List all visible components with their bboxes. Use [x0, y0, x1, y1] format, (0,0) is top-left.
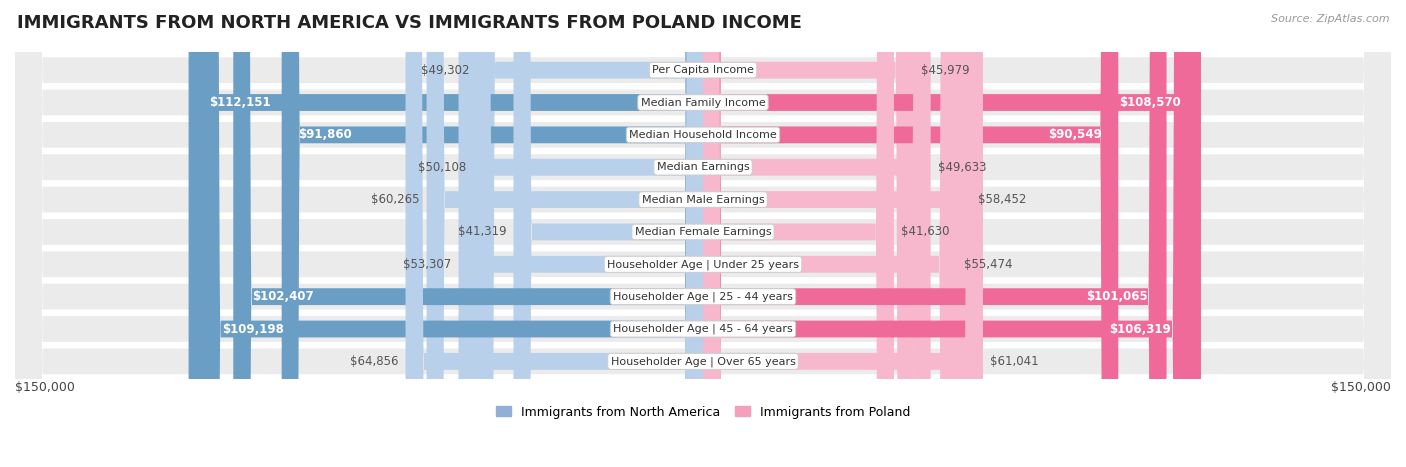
Text: $109,198: $109,198 — [222, 323, 284, 335]
Text: Householder Age | Under 25 years: Householder Age | Under 25 years — [607, 259, 799, 269]
FancyBboxPatch shape — [477, 0, 703, 467]
FancyBboxPatch shape — [15, 0, 1391, 467]
Text: $58,452: $58,452 — [979, 193, 1026, 206]
FancyBboxPatch shape — [233, 0, 703, 467]
Text: Median Female Earnings: Median Female Earnings — [634, 227, 772, 237]
Text: $61,041: $61,041 — [990, 355, 1039, 368]
FancyBboxPatch shape — [15, 0, 1391, 467]
Text: Median Earnings: Median Earnings — [657, 162, 749, 172]
Text: Householder Age | 25 - 44 years: Householder Age | 25 - 44 years — [613, 291, 793, 302]
Text: $90,549: $90,549 — [1047, 128, 1102, 142]
FancyBboxPatch shape — [202, 0, 703, 467]
FancyBboxPatch shape — [426, 0, 703, 467]
Text: $102,407: $102,407 — [252, 290, 314, 303]
FancyBboxPatch shape — [15, 0, 1391, 467]
FancyBboxPatch shape — [703, 0, 894, 467]
FancyBboxPatch shape — [15, 0, 1391, 467]
Legend: Immigrants from North America, Immigrants from Poland: Immigrants from North America, Immigrant… — [491, 401, 915, 424]
FancyBboxPatch shape — [703, 0, 983, 467]
Text: $106,319: $106,319 — [1109, 323, 1171, 335]
FancyBboxPatch shape — [703, 0, 1201, 467]
Text: $41,319: $41,319 — [458, 226, 506, 239]
Text: $53,307: $53,307 — [404, 258, 451, 271]
Text: $45,979: $45,979 — [921, 64, 969, 77]
Text: Median Family Income: Median Family Income — [641, 98, 765, 107]
FancyBboxPatch shape — [281, 0, 703, 467]
Text: $108,570: $108,570 — [1119, 96, 1181, 109]
Text: $64,856: $64,856 — [350, 355, 399, 368]
FancyBboxPatch shape — [15, 0, 1391, 467]
FancyBboxPatch shape — [703, 0, 914, 467]
Text: $112,151: $112,151 — [209, 96, 271, 109]
FancyBboxPatch shape — [405, 0, 703, 467]
Text: $41,630: $41,630 — [901, 226, 949, 239]
Text: $101,065: $101,065 — [1087, 290, 1149, 303]
Text: Per Capita Income: Per Capita Income — [652, 65, 754, 75]
Text: Median Household Income: Median Household Income — [628, 130, 778, 140]
FancyBboxPatch shape — [188, 0, 703, 467]
FancyBboxPatch shape — [474, 0, 703, 467]
Text: IMMIGRANTS FROM NORTH AMERICA VS IMMIGRANTS FROM POLAND INCOME: IMMIGRANTS FROM NORTH AMERICA VS IMMIGRA… — [17, 14, 801, 32]
FancyBboxPatch shape — [703, 0, 1167, 467]
Text: Householder Age | Over 65 years: Householder Age | Over 65 years — [610, 356, 796, 367]
Text: $49,633: $49,633 — [938, 161, 986, 174]
FancyBboxPatch shape — [15, 0, 1391, 467]
FancyBboxPatch shape — [15, 0, 1391, 467]
FancyBboxPatch shape — [703, 0, 1118, 467]
Text: $60,265: $60,265 — [371, 193, 420, 206]
FancyBboxPatch shape — [513, 0, 703, 467]
Text: Householder Age | 45 - 64 years: Householder Age | 45 - 64 years — [613, 324, 793, 334]
Text: $55,474: $55,474 — [965, 258, 1012, 271]
FancyBboxPatch shape — [703, 0, 931, 467]
FancyBboxPatch shape — [458, 0, 703, 467]
FancyBboxPatch shape — [15, 0, 1391, 467]
Text: $50,108: $50,108 — [418, 161, 467, 174]
Text: $91,860: $91,860 — [298, 128, 353, 142]
FancyBboxPatch shape — [15, 0, 1391, 467]
FancyBboxPatch shape — [703, 0, 1191, 467]
Text: $150,000: $150,000 — [15, 382, 75, 395]
Text: $150,000: $150,000 — [1331, 382, 1391, 395]
FancyBboxPatch shape — [703, 0, 972, 467]
FancyBboxPatch shape — [15, 0, 1391, 467]
Text: Source: ZipAtlas.com: Source: ZipAtlas.com — [1271, 14, 1389, 24]
Text: Median Male Earnings: Median Male Earnings — [641, 195, 765, 205]
Text: $49,302: $49,302 — [422, 64, 470, 77]
FancyBboxPatch shape — [703, 0, 957, 467]
